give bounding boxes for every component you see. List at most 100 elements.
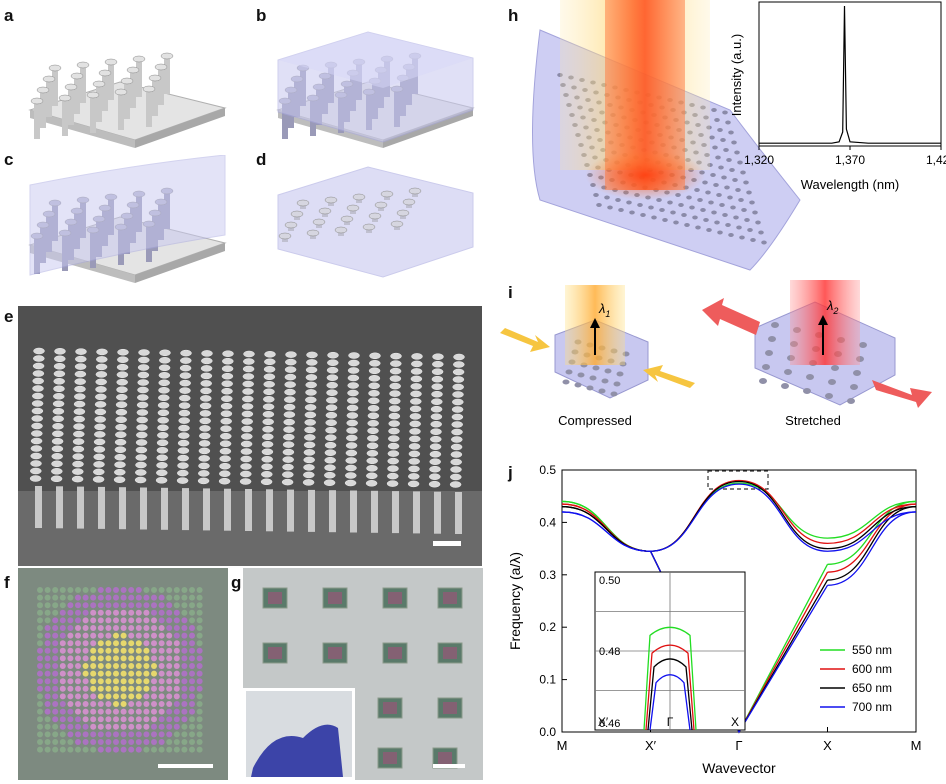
h-pillar [725, 120, 731, 125]
sem-pillar-cap [136, 409, 149, 416]
optical-dot [90, 723, 97, 730]
spectrum-xtick-1: 1,320 [744, 153, 774, 167]
sem-pillar-cap [32, 370, 45, 377]
sem-pillar-stem [371, 490, 378, 533]
pillar-cap [312, 218, 326, 226]
optical-dot [67, 670, 74, 677]
sem-pillar-cap [199, 410, 212, 417]
sem-pillar-cap [304, 419, 316, 426]
optical-dot [59, 685, 66, 692]
optical-dot [196, 739, 203, 745]
sem-pillar-cap [243, 350, 255, 358]
sem-pillar-cap [200, 380, 212, 387]
sem-pillar-cap [158, 394, 170, 402]
sem-pillar-cap [74, 385, 86, 393]
stretched-pillar [784, 369, 792, 375]
compressed-pillar [610, 391, 618, 397]
sem-pillar-cap [366, 472, 378, 480]
h-pillar [703, 218, 709, 222]
band-upper-line [561, 483, 917, 552]
h-pillar [626, 200, 632, 205]
sem-pillar-cap [263, 388, 275, 396]
sem-pillar-cap [326, 366, 339, 374]
panel-label-b: b [256, 6, 267, 25]
band-inset: 0.50 0.48 0.46X′ Γ X [594, 571, 746, 731]
optical-dot [52, 678, 59, 685]
sem-pillar-cap [388, 427, 400, 435]
sem-pillar-cap [325, 419, 337, 426]
optical-dot [120, 708, 127, 715]
optical-dot [82, 663, 89, 669]
sem-pillar-cap [53, 378, 65, 385]
h-pillar [596, 203, 602, 207]
optical-dot [128, 716, 135, 723]
h-pillar [727, 195, 733, 200]
inset-ytick-label: 0.50 [599, 575, 620, 587]
sem-pillar-cap [31, 422, 43, 430]
pillar [96, 84, 102, 122]
optical-dot [120, 640, 127, 647]
sem-pillar-cap [389, 397, 401, 405]
band-ytick-label: 0.0 [539, 725, 556, 739]
sem-pillar-cap [135, 446, 148, 454]
optical-dot [59, 594, 66, 601]
sem-pillar-cap [30, 437, 43, 445]
h-pillar [711, 108, 717, 112]
sem-pillar-cap [452, 368, 465, 376]
optical-dot [90, 594, 97, 601]
optical-dot [128, 739, 135, 745]
sem-pillar-cap [73, 423, 85, 430]
sem-pillar-cap [156, 469, 168, 477]
sem-pillar-cap [262, 426, 274, 433]
optical-dot [173, 632, 180, 639]
h-pillar [692, 215, 698, 220]
optical-dot [113, 609, 119, 616]
optical-dot [173, 655, 180, 662]
optical-dot [113, 640, 119, 647]
sem-pillar-stem [455, 492, 462, 534]
optical-dot [181, 739, 188, 745]
pillar-cap [324, 196, 338, 204]
sem-pillar-cap [262, 433, 274, 441]
sem-pillar-cap [327, 351, 339, 359]
h-pillar [694, 188, 700, 192]
optical-dot [151, 602, 157, 609]
sem-pillar-cap [408, 465, 420, 473]
optical-dot [196, 602, 203, 609]
optical-dot [196, 594, 203, 601]
sem-pillar-cap [346, 434, 358, 442]
sem-pillar-cap [324, 449, 337, 456]
sem-pillar-cap [306, 351, 318, 359]
sem-pillar-cap [367, 405, 380, 412]
optical-dot [158, 708, 165, 715]
sem-pillar-cap [431, 383, 443, 390]
sem-pillar-cap [430, 428, 442, 435]
optical-dot [113, 655, 119, 662]
band-upper-line [561, 482, 917, 552]
h-pillar [750, 238, 756, 242]
optical-dot [90, 716, 97, 723]
band-xtick-label: Γ [735, 738, 742, 753]
optical-dot [135, 701, 142, 707]
optical-dot [143, 693, 150, 700]
optical-dot [158, 693, 165, 700]
sem-pillar-cap [138, 349, 150, 356]
optical-dot [97, 594, 104, 601]
optical-dot [166, 693, 173, 700]
pillar-cap [160, 52, 174, 60]
sem-pillar-cap [242, 373, 255, 380]
sem-pillar-cap [431, 368, 444, 375]
optical-dot [97, 708, 104, 715]
optical-dot [189, 663, 195, 669]
optical-dot [120, 663, 127, 669]
sem-pillar-cap [135, 461, 147, 469]
optical-dot [166, 625, 173, 631]
compressed-pillar [562, 379, 570, 385]
optical-dot [52, 594, 59, 601]
sem-pillar-cap [156, 439, 169, 447]
sem-pillar-cap [52, 400, 65, 408]
sem-pillar-cap [327, 359, 339, 366]
h-pillar [728, 233, 734, 237]
sem-pillar-cap [429, 450, 442, 458]
h-pillar [648, 205, 654, 210]
